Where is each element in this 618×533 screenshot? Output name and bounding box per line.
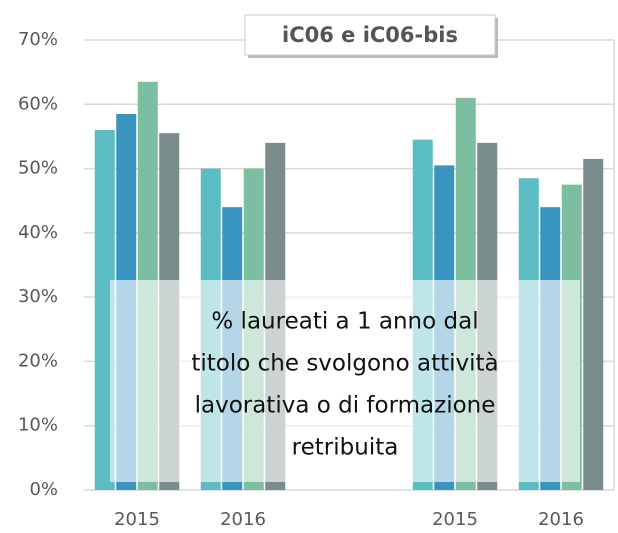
y-tick-label: 30%: [18, 286, 58, 307]
annotation: titolo che svolgono attività: [191, 351, 498, 377]
y-tick-label: 20%: [18, 350, 58, 371]
annotation: lavorativa o di formazione: [195, 393, 496, 419]
x-tick-label: 2016: [538, 509, 584, 530]
annotation: retribuita: [292, 435, 399, 461]
x-tick-label: 2015: [114, 509, 160, 530]
annotation-box: [110, 280, 580, 482]
y-tick-label: 40%: [18, 222, 58, 243]
y-tick-label: 0%: [29, 479, 58, 500]
bar: [94, 130, 115, 490]
bar: [583, 158, 604, 490]
y-tick-label: 60%: [18, 93, 58, 114]
x-tick-label: 2015: [432, 509, 478, 530]
annotation: % laureati a 1 anno dal: [211, 309, 478, 335]
chart-title: iC06 e iC06-bis: [282, 23, 458, 47]
title-box: [244, 14, 496, 56]
y-tick-label: 50%: [18, 158, 58, 179]
y-tick-label: 10%: [18, 415, 58, 436]
y-tick-label: 70%: [18, 29, 58, 50]
x-tick-label: 2016: [220, 509, 266, 530]
